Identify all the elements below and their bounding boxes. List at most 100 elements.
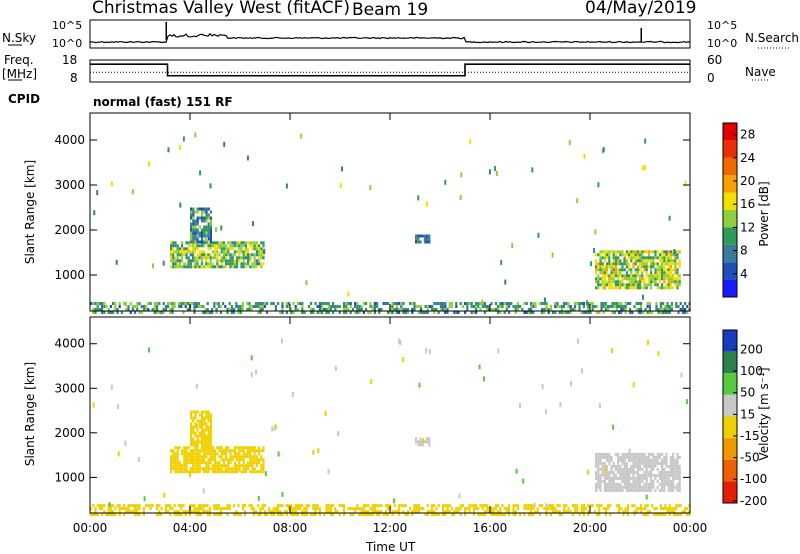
power-cell (183, 262, 186, 266)
power-cell (318, 305, 321, 308)
power-cell (541, 311, 544, 314)
velocity-cell (173, 513, 176, 517)
power-cell (481, 305, 484, 308)
velocity-cell (259, 510, 262, 514)
velocity-cell (603, 476, 606, 480)
velocity-cell (674, 473, 677, 477)
velocity-cell (268, 510, 271, 514)
power-cell (373, 311, 376, 314)
power-cell (209, 237, 212, 241)
velocity-cell (192, 437, 195, 441)
power-cell (667, 286, 670, 290)
power-colorbar-segment (723, 279, 737, 297)
velocity-cell (672, 485, 675, 489)
power-cell (678, 265, 681, 269)
velocity-cell (632, 485, 635, 489)
power-cell (153, 308, 156, 311)
power-cell (615, 305, 618, 308)
velocity-cell (365, 504, 368, 508)
velocity-cell (543, 507, 546, 511)
power-cell (617, 271, 620, 275)
velocity-cell (527, 504, 530, 508)
velocity-cell (413, 504, 416, 508)
velocity-cell (240, 464, 243, 468)
power-cell (127, 305, 130, 308)
power-cell (248, 305, 251, 308)
power-cell (625, 265, 628, 269)
power-cell (621, 280, 624, 284)
velocity-cell (240, 446, 243, 450)
power-scatter (568, 140, 571, 146)
power-colorbar-segment (723, 262, 737, 280)
velocity-cell (580, 504, 583, 508)
velocity-cell (675, 507, 678, 511)
velocity-cell (661, 461, 664, 465)
power-cell (614, 256, 617, 260)
power-cell (220, 259, 223, 263)
power-cell (669, 277, 672, 281)
velocity-cell (641, 461, 644, 465)
velocity-cell (508, 507, 511, 511)
power-cell (170, 244, 173, 248)
velocity-cell (665, 458, 668, 462)
velocity-cell (647, 482, 650, 486)
power-cell (608, 265, 611, 269)
power-cell (332, 302, 335, 305)
power-cell (647, 253, 650, 257)
velocity-cell (138, 504, 141, 508)
velocity-scatter (277, 451, 280, 457)
velocity-cell (216, 461, 219, 465)
velocity-cell (191, 504, 194, 508)
velocity-cell (679, 513, 682, 517)
velocity-cell (574, 507, 577, 511)
velocity-cell (107, 513, 110, 517)
power-cell (625, 259, 628, 263)
velocity-cell (545, 510, 548, 514)
power-cell (420, 311, 423, 314)
power-cell (652, 259, 655, 263)
velocity-cell (200, 446, 203, 450)
power-cell (192, 244, 195, 248)
power-cell (209, 234, 212, 238)
velocity-cell (203, 437, 206, 441)
power-cell (395, 302, 398, 305)
velocity-cell (541, 504, 544, 508)
velocity-cell (617, 458, 620, 462)
velocity-cell (614, 482, 617, 486)
power-cell (196, 259, 199, 263)
velocity-cell (600, 504, 603, 508)
power-cell (187, 265, 190, 269)
power-cell (226, 308, 229, 311)
velocity-cell (371, 510, 374, 514)
power-cell (477, 305, 480, 308)
velocity-cell (138, 507, 141, 511)
power-cell (601, 268, 604, 272)
power-cell (244, 244, 247, 248)
power-cell (655, 308, 658, 311)
power-cell (475, 311, 478, 314)
velocity-cell (571, 504, 574, 508)
power-cell (640, 305, 643, 308)
velocity-cell (211, 464, 214, 468)
power-cell (203, 234, 206, 238)
velocity-cell (525, 507, 528, 511)
velocity-cell (661, 488, 664, 492)
power-scatter (459, 195, 462, 201)
power-cell (625, 274, 628, 278)
x-tick-label: 00:00 (73, 521, 108, 535)
velocity-cell (676, 482, 679, 486)
power-cell (318, 302, 321, 305)
power-cell (664, 311, 667, 314)
velocity-cell (209, 413, 212, 417)
power-cell (169, 302, 172, 305)
velocity-cell (639, 479, 642, 483)
power-cell (619, 280, 622, 284)
power-cell (622, 305, 625, 308)
velocity-cell (222, 452, 225, 456)
velocity-cell (663, 476, 666, 480)
velocity-cell (262, 446, 265, 450)
velocity-cell (585, 507, 588, 511)
velocity-cell (497, 504, 500, 508)
power-cell (636, 283, 639, 287)
velocity-cell (247, 452, 250, 456)
